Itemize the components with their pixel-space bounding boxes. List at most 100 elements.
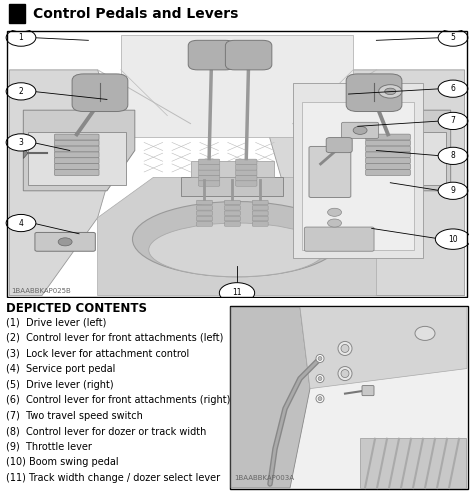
FancyBboxPatch shape [199,159,220,165]
Circle shape [318,397,322,401]
Polygon shape [270,70,465,296]
Text: 8: 8 [451,151,456,160]
FancyBboxPatch shape [362,386,374,395]
Polygon shape [9,70,121,296]
Bar [121,35,353,137]
Bar [360,438,466,488]
Circle shape [353,126,367,135]
Circle shape [438,182,468,199]
FancyBboxPatch shape [252,211,268,215]
Bar [191,161,274,177]
Text: 7: 7 [451,116,456,125]
Circle shape [316,354,324,362]
FancyBboxPatch shape [55,164,99,170]
Circle shape [341,345,349,352]
Text: (3)  Lock lever for attachment control: (3) Lock lever for attachment control [6,349,189,358]
FancyBboxPatch shape [199,165,220,170]
Text: (9)  Throttle lever: (9) Throttle lever [6,442,92,452]
FancyBboxPatch shape [197,211,212,215]
FancyBboxPatch shape [365,164,410,170]
Text: Control Pedals and Levers: Control Pedals and Levers [33,6,238,21]
Bar [28,132,126,185]
Circle shape [341,370,349,378]
Ellipse shape [149,223,325,277]
Polygon shape [23,110,135,191]
FancyBboxPatch shape [365,146,410,152]
Bar [302,102,413,250]
FancyBboxPatch shape [55,170,99,176]
Text: 6: 6 [451,84,456,93]
Bar [181,177,283,196]
Text: 10: 10 [448,235,458,244]
Circle shape [385,88,396,95]
FancyBboxPatch shape [197,200,212,205]
FancyBboxPatch shape [225,200,240,205]
FancyBboxPatch shape [236,159,257,165]
Polygon shape [300,307,467,388]
Text: (1)  Drive lever (left): (1) Drive lever (left) [6,317,106,327]
FancyBboxPatch shape [197,206,212,210]
Text: 9: 9 [451,186,456,195]
Text: 1BAABBKAP003A: 1BAABBKAP003A [234,475,294,481]
FancyBboxPatch shape [199,175,220,181]
Circle shape [318,356,322,360]
FancyBboxPatch shape [225,211,240,215]
FancyBboxPatch shape [365,134,410,140]
Circle shape [438,112,468,130]
FancyBboxPatch shape [365,152,410,158]
Text: (4)  Service port pedal: (4) Service port pedal [6,364,115,374]
FancyBboxPatch shape [225,222,240,226]
Circle shape [338,366,352,381]
Text: 1: 1 [18,33,23,42]
Polygon shape [231,307,310,488]
Ellipse shape [415,326,435,341]
FancyBboxPatch shape [252,206,268,210]
FancyBboxPatch shape [55,152,99,158]
Text: (5)  Drive lever (right): (5) Drive lever (right) [6,380,114,389]
Ellipse shape [132,202,341,277]
FancyBboxPatch shape [236,180,257,186]
FancyBboxPatch shape [326,138,352,153]
Circle shape [379,85,402,98]
FancyBboxPatch shape [236,170,257,176]
FancyBboxPatch shape [226,40,272,70]
FancyBboxPatch shape [365,170,410,176]
Circle shape [316,394,324,403]
FancyBboxPatch shape [225,216,240,221]
Bar [231,307,467,488]
FancyBboxPatch shape [365,158,410,164]
Bar [348,132,446,185]
FancyBboxPatch shape [197,216,212,221]
FancyBboxPatch shape [346,74,402,111]
FancyBboxPatch shape [199,180,220,186]
Text: (8)  Control lever for dozer or track width: (8) Control lever for dozer or track wid… [6,426,206,436]
Text: (7)  Two travel speed switch: (7) Two travel speed switch [6,411,143,421]
FancyBboxPatch shape [309,146,351,198]
Circle shape [438,80,468,97]
FancyBboxPatch shape [188,40,235,70]
Circle shape [438,29,468,46]
Text: DEPICTED CONTENTS: DEPICTED CONTENTS [6,302,147,316]
FancyBboxPatch shape [72,74,128,111]
FancyBboxPatch shape [252,216,268,221]
FancyBboxPatch shape [35,232,95,251]
Text: (6)  Control lever for front attachments (right): (6) Control lever for front attachments … [6,395,230,405]
FancyBboxPatch shape [252,200,268,205]
FancyBboxPatch shape [252,222,268,226]
Text: (2)  Control lever for front attachments (left): (2) Control lever for front attachments … [6,333,223,343]
Circle shape [438,147,468,165]
Text: (11) Track width change / dozer select lever: (11) Track width change / dozer select l… [6,473,220,483]
FancyBboxPatch shape [225,206,240,210]
Circle shape [6,29,36,46]
FancyBboxPatch shape [236,165,257,170]
Circle shape [338,342,352,355]
Bar [9,4,25,23]
Text: 1BAABBKAP025B: 1BAABBKAP025B [12,288,72,294]
Circle shape [435,229,471,249]
Polygon shape [98,177,376,296]
FancyBboxPatch shape [304,227,374,251]
Circle shape [58,238,72,246]
Circle shape [6,83,36,100]
Circle shape [318,377,322,381]
Text: 11: 11 [232,288,242,297]
